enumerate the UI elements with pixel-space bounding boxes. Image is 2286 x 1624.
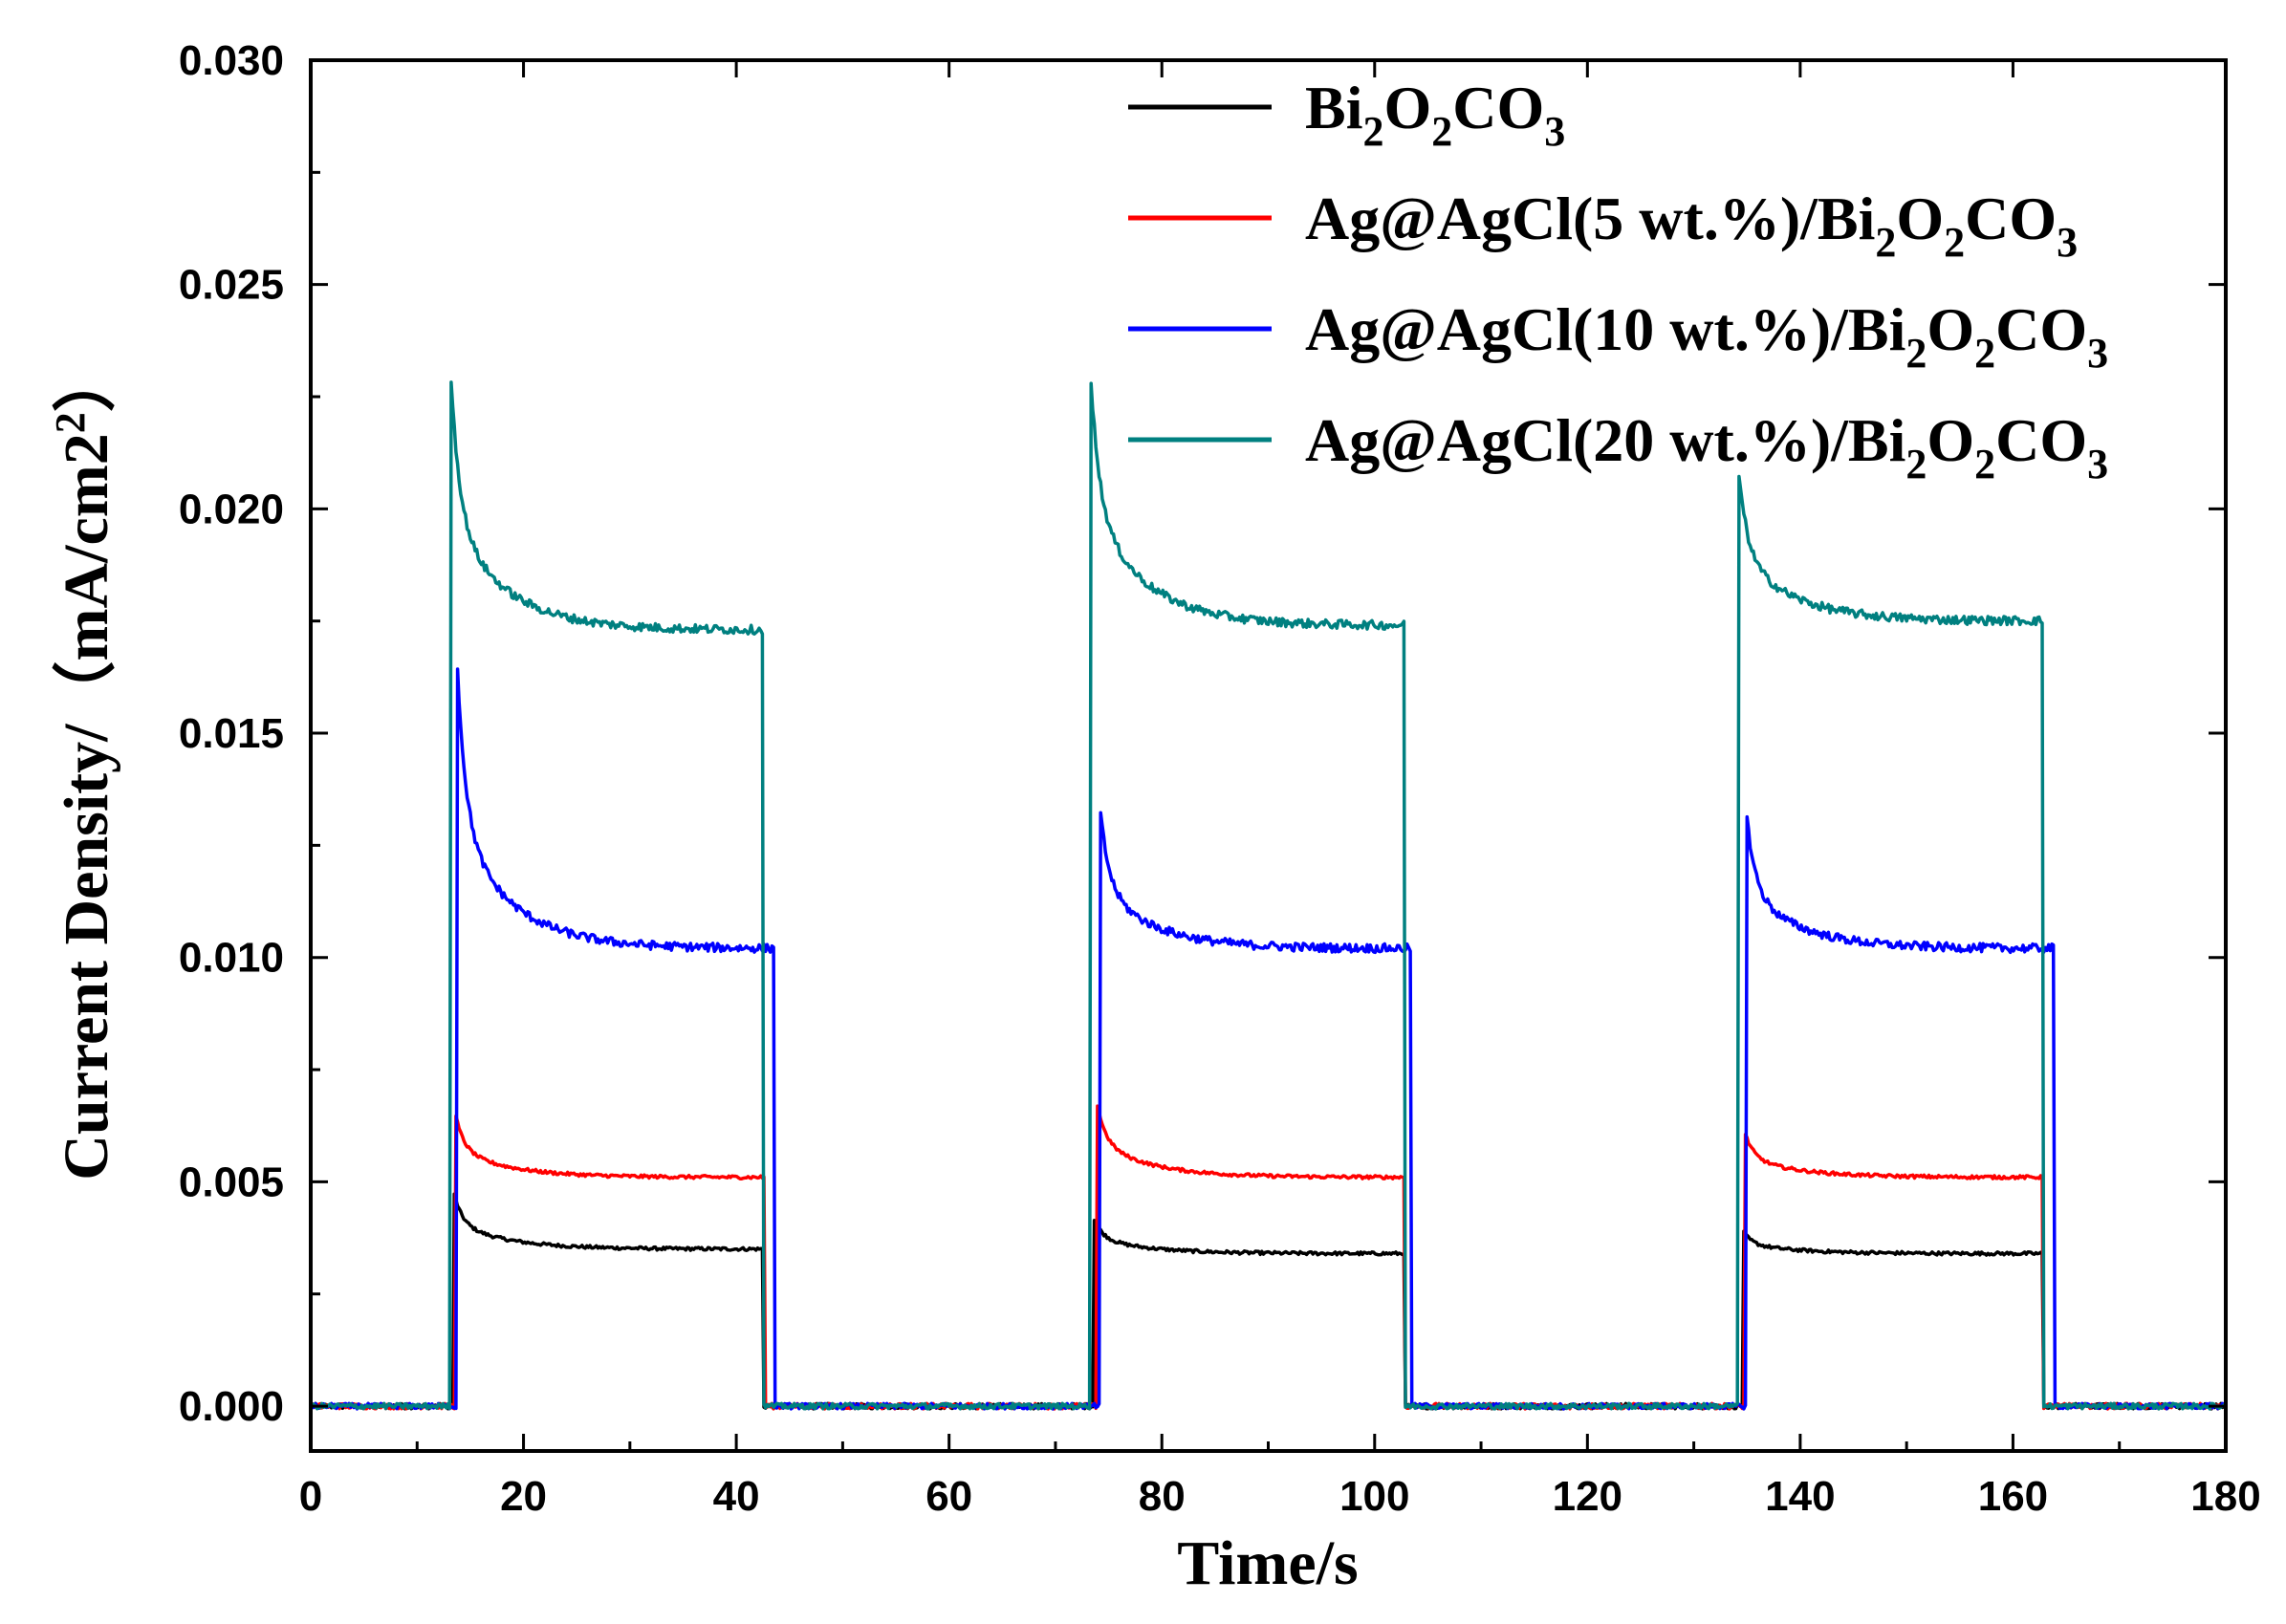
legend-label: Ag@AgCl(10 wt.%)/Bi2O2CO3 (1305, 295, 2108, 377)
series-line (309, 1104, 2228, 1411)
y-tick-label: 0.000 (179, 1383, 284, 1430)
legend-label: Ag@AgCl(5 wt.%)/Bi2O2CO3 (1305, 184, 2078, 266)
x-tick-label: 80 (1139, 1473, 1186, 1520)
y-tick-label: 0.020 (179, 486, 284, 532)
series-line (309, 380, 2228, 1411)
legend: Bi2O2CO3 Ag@AgCl(5 wt.%)/Bi2O2CO3 Ag@AgCl(… (1128, 74, 2108, 487)
ticks-layer: 0 20 40 60 80 100 120 140 160 180 0.000 0.005 0.010 0… (179, 37, 2261, 1520)
x-tick-label: 120 (1553, 1473, 1622, 1520)
y-axis-title-superscript: 2 (47, 412, 94, 433)
y-axis-title: Current Density/（mA/cm22） (47, 349, 121, 1180)
y-tick-label: 0.030 (179, 37, 284, 84)
y-tick-label: 0.005 (179, 1158, 284, 1205)
x-tick-label: 140 (1765, 1473, 1835, 1520)
x-tick-label: 40 (713, 1473, 760, 1520)
legend-label: Ag@AgCl(20 wt.%)/Bi2O2CO3 (1305, 406, 2108, 487)
x-tick-label: 60 (925, 1473, 972, 1520)
y-axis-title-tail: ） (51, 349, 121, 412)
legend-label: Bi2O2CO3 (1305, 74, 1565, 155)
x-tick-label: 180 (2190, 1473, 2260, 1520)
x-tick-label: 20 (500, 1473, 547, 1520)
x-tick-label: 160 (1978, 1473, 2048, 1520)
x-axis-title: Time/s (1177, 1528, 1358, 1598)
y-tick-label: 0.015 (179, 710, 284, 757)
series-line (309, 667, 2227, 1411)
y-axis-title-main: Current Density/（mA/cm2 (51, 433, 121, 1180)
series-line (309, 1192, 2227, 1411)
x-tick-label: 0 (299, 1473, 322, 1520)
y-tick-label: 0.025 (179, 262, 284, 309)
y-tick-label: 0.010 (179, 935, 284, 982)
x-tick-label: 100 (1339, 1473, 1409, 1520)
series-layer (309, 380, 2228, 1411)
